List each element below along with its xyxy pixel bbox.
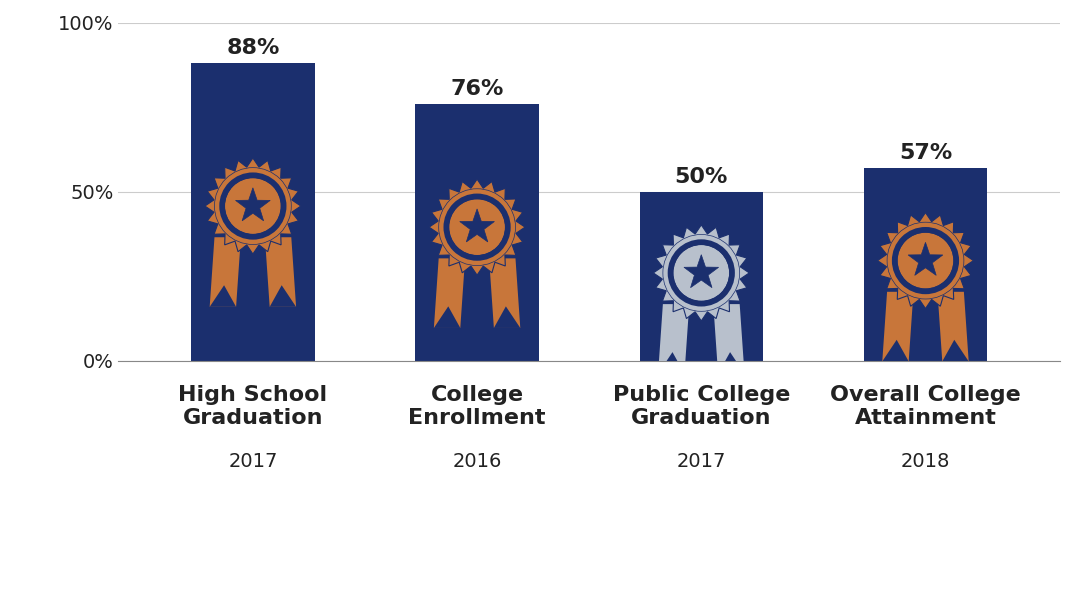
Polygon shape [684,255,718,288]
Ellipse shape [439,189,516,266]
Text: High School
Graduation: High School Graduation [178,384,328,428]
Ellipse shape [673,245,729,301]
Polygon shape [877,213,974,309]
Polygon shape [937,292,969,362]
Text: 50%: 50% [675,167,728,186]
Text: 2016: 2016 [453,452,502,471]
Ellipse shape [887,222,964,299]
Bar [640,192,763,361]
Polygon shape [429,179,525,275]
Polygon shape [658,304,689,374]
Polygon shape [489,258,520,328]
Ellipse shape [449,199,505,255]
Polygon shape [235,188,270,221]
Text: Overall College
Attainment: Overall College Attainment [830,384,1021,428]
Polygon shape [883,340,908,362]
Polygon shape [883,292,914,362]
Ellipse shape [663,234,740,311]
Polygon shape [205,158,301,254]
Polygon shape [654,225,749,321]
Text: 76%: 76% [450,79,504,98]
Ellipse shape [898,232,954,288]
Polygon shape [493,306,520,328]
Text: 2017: 2017 [676,452,726,471]
Ellipse shape [225,178,281,234]
Bar [191,63,315,361]
Text: 2018: 2018 [901,452,950,471]
Polygon shape [264,237,296,307]
Ellipse shape [892,227,959,294]
Polygon shape [210,237,241,307]
Ellipse shape [219,172,286,240]
Polygon shape [718,352,745,374]
Polygon shape [460,209,494,242]
Text: College
Enrollment: College Enrollment [408,384,546,428]
Text: Public College
Graduation: Public College Graduation [613,384,790,428]
Ellipse shape [215,168,291,244]
Ellipse shape [444,194,511,261]
Polygon shape [943,340,969,362]
Text: 88%: 88% [226,38,280,58]
Text: 2017: 2017 [228,452,277,471]
Polygon shape [908,242,943,276]
Polygon shape [270,285,296,307]
Polygon shape [434,306,460,328]
Ellipse shape [668,239,735,306]
Polygon shape [434,258,465,328]
Bar [864,168,987,361]
Polygon shape [714,304,745,374]
Text: 57%: 57% [899,143,952,163]
Bar [415,104,539,361]
Polygon shape [210,285,236,307]
Polygon shape [658,352,685,374]
